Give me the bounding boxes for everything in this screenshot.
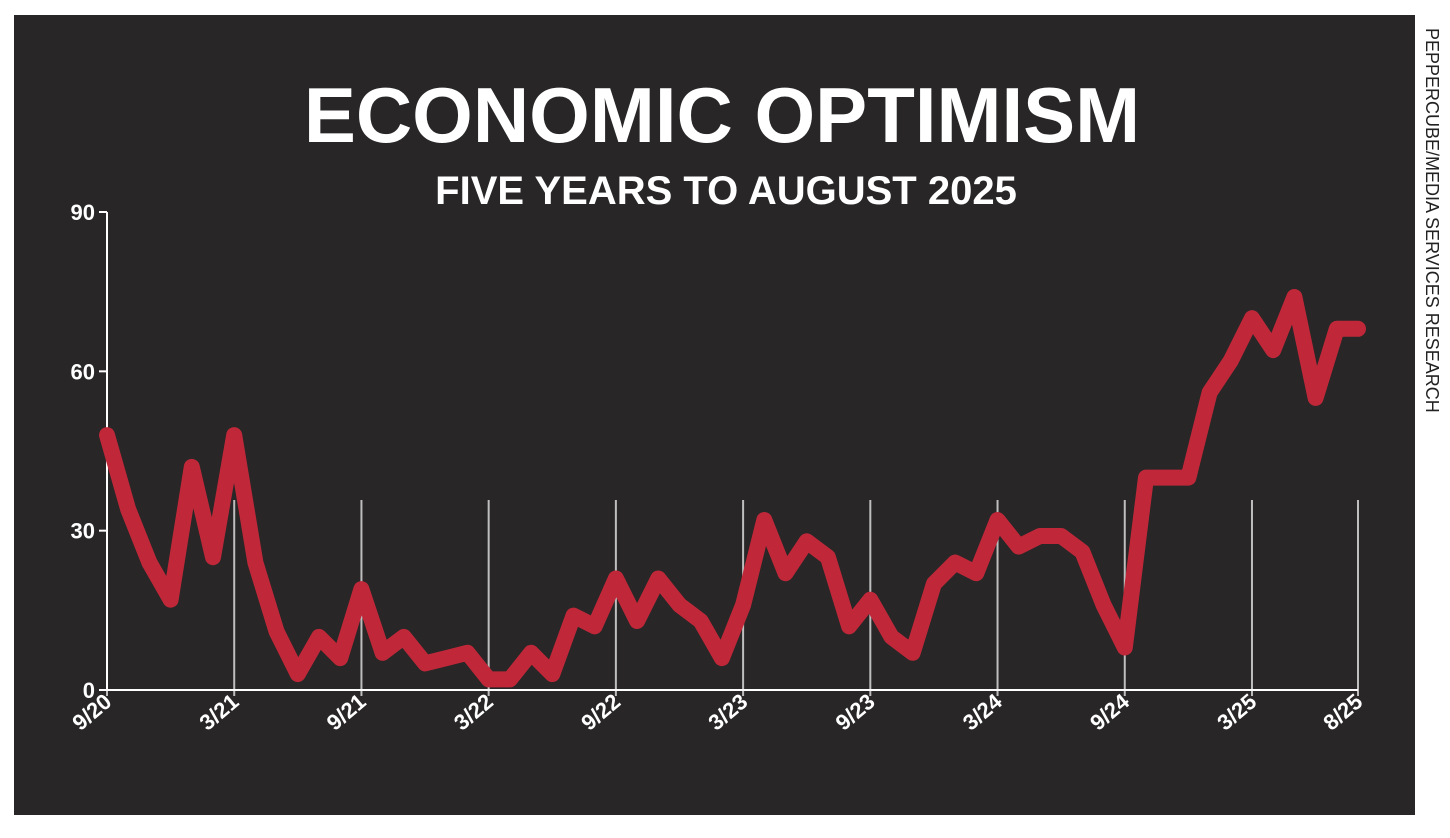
- y-tick-label: 90: [71, 200, 95, 225]
- chart-title: ECONOMIC OPTIMISM: [304, 71, 1140, 159]
- data-line: [99, 289, 1366, 688]
- y-tick-label: 0: [83, 678, 95, 703]
- source-credit: PEPPERCUBE/MEDIA SERVICES RESEARCH: [1422, 28, 1442, 413]
- chart-subtitle: FIVE YEARS TO AUGUST 2025: [435, 169, 1017, 213]
- panel: [14, 15, 1415, 815]
- y-tick-label: 60: [71, 359, 95, 384]
- y-tick-label: 30: [71, 519, 95, 544]
